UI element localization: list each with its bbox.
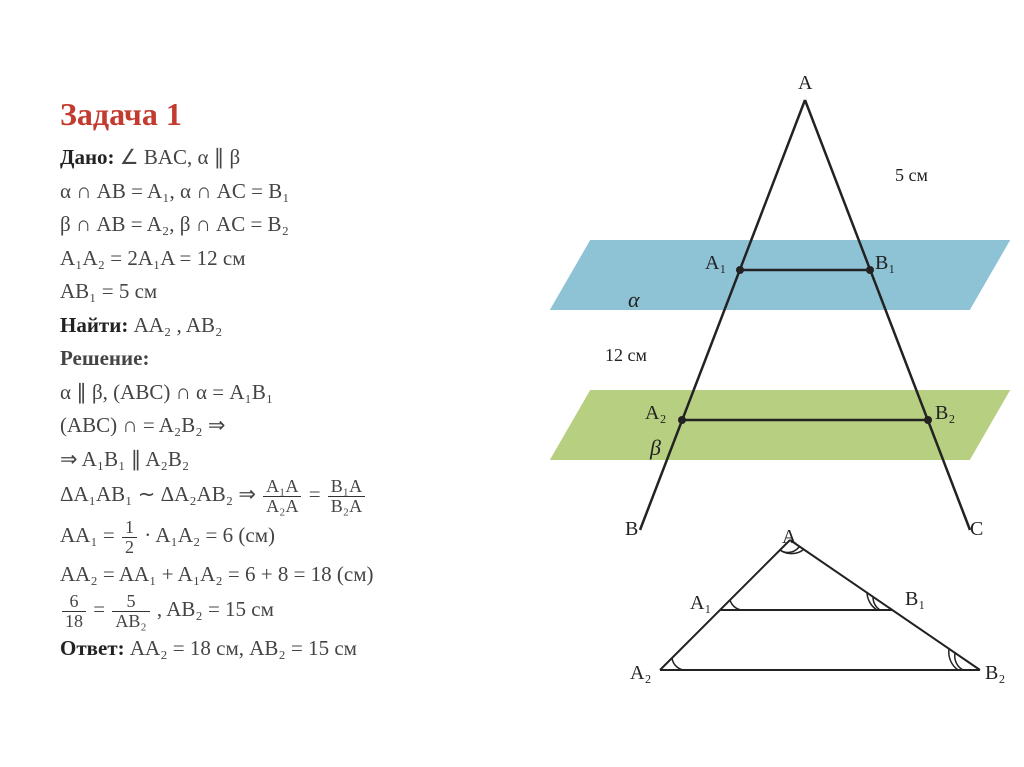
fraction-1: A₁A A₂A — [263, 477, 301, 516]
fraction-4: 6 18 — [62, 592, 86, 631]
solution-label: Решение: — [60, 343, 500, 375]
fraction-2: B₁A B₂A — [328, 477, 365, 516]
sol-5-post: · A₁A₂ = 6 (см) — [144, 523, 275, 547]
mini-B2: B₂ — [985, 662, 1005, 685]
sol-5-pre: AA₁ = — [60, 523, 115, 547]
frac5-num: 5 — [112, 592, 149, 612]
figure-svg — [530, 70, 1024, 730]
page: Задача 1 Дано: ∠ BAC, α ∥ β α ∩ AB = A₁,… — [0, 0, 1024, 696]
sol-5: AA₁ = 1 2 · A₁A₂ = 6 (см) — [60, 518, 500, 557]
label-A2: A₂ — [645, 402, 666, 425]
frac1-num: A₁A — [263, 477, 301, 497]
figure: A B C A₁ B₁ A₂ B₂ α β 5 см 12 см A A₁ B₁… — [530, 70, 1024, 720]
label-A1: A₁ — [705, 252, 726, 275]
label-B1: B₁ — [875, 252, 895, 275]
find-label: Найти: — [60, 313, 128, 337]
given-1: ∠ BAC, α ∥ β — [120, 145, 240, 169]
fraction-3: 1 2 — [122, 518, 137, 557]
sol-7: 6 18 = 5 AB₂ , AB₂ = 15 см — [60, 592, 500, 631]
given-2: α ∩ AB = A₁, α ∩ AC = B₁ — [60, 176, 500, 208]
frac2-num: B₁A — [328, 477, 365, 497]
problem-title: Задача 1 — [60, 90, 500, 138]
label-A: A — [798, 72, 812, 95]
mini-A: A — [782, 526, 796, 549]
label-12cm: 12 см — [605, 345, 647, 366]
sol-2: (ABC) ∩ = A₂B₂ ⇒ — [60, 410, 500, 442]
sol-4: ΔA₁AB₁ ∼ ΔA₂AB₂ ⇒ A₁A A₂A = B₁A B₂A — [60, 477, 500, 516]
sol-6: AA₂ = AA₁ + A₁A₂ = 6 + 8 = 18 (см) — [60, 559, 500, 591]
fraction-5: 5 AB₂ — [112, 592, 149, 631]
figure-column: A B C A₁ B₁ A₂ B₂ α β 5 см 12 см A A₁ B₁… — [530, 90, 994, 666]
label-5cm: 5 см — [895, 165, 928, 186]
frac2-den: B₂A — [328, 497, 365, 516]
text-column: Задача 1 Дано: ∠ BAC, α ∥ β α ∩ AB = A₁,… — [60, 90, 500, 666]
given-label: Дано: — [60, 145, 115, 169]
answer-value: AA₂ = 18 см, AB₂ = 15 см — [130, 636, 357, 660]
label-B2: B₂ — [935, 402, 955, 425]
given-5: AB₁ = 5 см — [60, 276, 500, 308]
label-B: B — [625, 518, 638, 541]
label-alpha: α — [628, 287, 640, 313]
frac3-den: 2 — [122, 538, 137, 557]
sol-4-text: ΔA₁AB₁ ∼ ΔA₂AB₂ ⇒ — [60, 482, 256, 506]
answer-label: Ответ: — [60, 636, 125, 660]
label-beta: β — [650, 435, 661, 461]
frac4-num: 6 — [62, 592, 86, 612]
sol-7-post: , AB₂ = 15 см — [157, 597, 274, 621]
frac3-num: 1 — [122, 518, 137, 538]
frac1-den: A₂A — [263, 497, 301, 516]
mini-B1: B₁ — [905, 588, 925, 611]
given-4: A₁A₂ = 2A₁A = 12 см — [60, 243, 500, 275]
frac5-den: AB₂ — [112, 612, 149, 631]
mini-A1: A₁ — [690, 592, 711, 615]
sol-1: α ∥ β, (ABC) ∩ α = A₁B₁ — [60, 377, 500, 409]
given-3: β ∩ AB = A₂, β ∩ AC = B₂ — [60, 209, 500, 241]
find-value: AA₂ , AB₂ — [134, 313, 223, 337]
mini-A2: A₂ — [630, 662, 651, 685]
label-C: C — [970, 518, 983, 541]
sol-3: ⇒ A₁B₁ ∥ A₂B₂ — [60, 444, 500, 476]
frac4-den: 18 — [62, 612, 86, 631]
